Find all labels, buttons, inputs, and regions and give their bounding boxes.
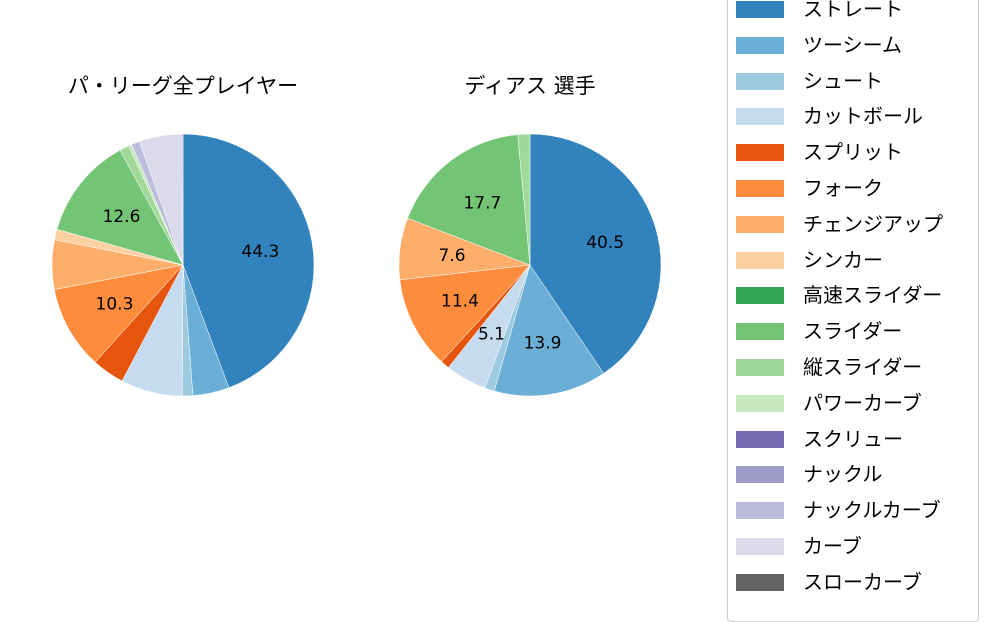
legend-swatch (736, 251, 784, 269)
pie-chart-player: 40.5 13.9 5.1 11.4 7.6 17.7 (398, 133, 662, 397)
legend-swatch (736, 538, 784, 555)
legend-label: 縦スライダー (803, 355, 923, 379)
legend-swatch (736, 287, 784, 305)
legend-item: カットボール (728, 102, 978, 132)
legend-label: スローカーブ (803, 569, 922, 594)
legend-item: スライダー (728, 317, 978, 347)
legend-label: カットボール (803, 104, 923, 129)
legend-label: フォーク (803, 176, 883, 200)
legend-item: カーブ (728, 532, 978, 562)
legend-item: スローカーブ (728, 568, 978, 598)
legend-swatch (736, 144, 784, 162)
legend-swatch (736, 573, 784, 591)
pie-slice (399, 264, 531, 362)
chart-title-league: パ・リーグ全プレイヤー (67, 74, 299, 98)
legend-swatch (736, 108, 784, 126)
legend-swatch (736, 1, 784, 18)
pie-slice (517, 133, 531, 266)
legend-label: ナックル (803, 462, 883, 487)
legend-label: スプリット (803, 140, 903, 165)
legend-item: ツーシーム (728, 31, 978, 61)
slice-value-label: 12.6 (103, 207, 141, 227)
pie-slice (182, 133, 315, 389)
slice-value-label: 40.5 (586, 233, 624, 253)
legend-swatch (736, 323, 784, 341)
legend-item: チェンジアップ (728, 210, 978, 240)
legend-item: スプリット (728, 138, 978, 168)
legend-swatch (736, 430, 784, 448)
legend-label: ナックルカーブ (803, 498, 941, 523)
legend-swatch (736, 72, 784, 90)
legend-swatch (736, 180, 784, 197)
pie-charts: 44.3 10.3 12.6 40.5 13.9 5.1 11.4 7.6 17.7 (51, 133, 662, 397)
pie-chart-league: 44.3 10.3 12.6 (51, 133, 315, 397)
legend-label: パワーカーブ (803, 390, 922, 415)
pie-slice (181, 133, 184, 266)
legend-swatch (736, 36, 784, 54)
legend-swatch (736, 502, 784, 520)
legend-label: カーブ (803, 534, 862, 558)
pie-slice (407, 134, 531, 266)
slice-value-label: 11.4 (441, 292, 479, 312)
legend-label: スクリュー (803, 426, 903, 451)
legend-item: 高速スライダー (728, 281, 978, 311)
slice-value-label: 13.9 (524, 334, 562, 354)
slice-value-label: 10.3 (96, 295, 134, 315)
legend-label: 高速スライダー (803, 283, 943, 308)
legend-item: スクリュー (728, 425, 978, 455)
legend-item: 縦スライダー (728, 353, 978, 383)
slice-value-label: 7.6 (438, 246, 465, 266)
legend-item: シンカー (728, 246, 978, 276)
legend-item: ナックルカーブ (728, 496, 978, 526)
legend-label: スライダー (803, 319, 903, 344)
slice-value-label: 17.7 (463, 193, 501, 213)
legend-item: シュート (728, 67, 978, 97)
legend-label: シュート (803, 68, 883, 93)
pie-slice (493, 264, 604, 397)
legend-swatch (736, 466, 784, 484)
legend-label: ツーシーム (803, 32, 902, 57)
legend-item: ストレート (728, 0, 978, 25)
legend: ストレートツーシームシュートカットボール スプリットフォークチェンジアップ シンカー… (727, 0, 979, 622)
legend-item: フォーク (728, 174, 978, 204)
slice-value-label: 5.1 (478, 325, 505, 345)
chart-title-player: ディアス 選手 (464, 74, 596, 98)
legend-item: ナックル (728, 460, 978, 490)
legend-swatch (736, 359, 784, 376)
pie-slice (529, 133, 662, 374)
legend-swatch (736, 215, 784, 233)
legend-label: シンカー (803, 247, 883, 272)
legend-label: ストレート (803, 0, 903, 21)
legend-label: チェンジアップ (803, 211, 943, 236)
pie-slice (56, 149, 184, 266)
pie-slice (54, 264, 184, 363)
slice-value-label: 44.3 (241, 242, 279, 262)
legend-item: パワーカーブ (728, 389, 978, 419)
legend-swatch (736, 394, 784, 412)
